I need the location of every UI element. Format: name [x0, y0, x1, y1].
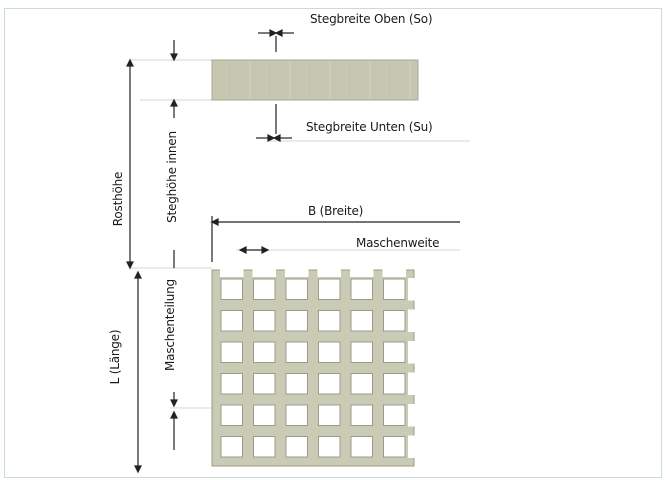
grating-top-notch	[317, 269, 341, 277]
grating-mesh-opening	[285, 310, 308, 332]
guide-lines	[130, 59, 470, 409]
grating-mesh-opening	[285, 436, 308, 458]
grating-mesh-opening	[383, 310, 406, 332]
label-breite: B (Breite)	[308, 204, 364, 218]
grating-mesh-opening	[285, 404, 308, 426]
grating-mesh-opening	[253, 278, 276, 300]
grating-top-notch	[285, 269, 309, 277]
grating-mesh-opening	[350, 341, 373, 363]
grating-side-notch	[408, 278, 416, 301]
grating-side-notch	[408, 435, 416, 458]
grating-mesh-opening	[383, 373, 406, 395]
grating-top-notch	[252, 269, 276, 277]
grating-body	[211, 269, 415, 467]
grating-mesh-opening	[318, 341, 341, 363]
label-stegbreite-unten: Stegbreite Unten (Su)	[306, 120, 433, 134]
grating-mesh-opening	[350, 404, 373, 426]
grating-mesh-opening	[253, 341, 276, 363]
label-stegbreite-oben: Stegbreite Oben (So)	[310, 12, 433, 26]
grating-side-notch	[408, 372, 416, 395]
grating-mesh-opening	[285, 373, 308, 395]
grating-top-notch	[350, 269, 374, 277]
cross-section-bar	[211, 59, 419, 101]
grating-mesh-opening	[220, 341, 243, 363]
grating-side-notch	[408, 341, 416, 364]
grating-mesh-opening	[253, 310, 276, 332]
grating-mesh-opening	[220, 278, 243, 300]
dimension-lines	[126, 29, 460, 474]
grating-mesh	[211, 269, 416, 467]
grating-mesh-opening	[318, 373, 341, 395]
label-maschenteilung: Maschenteilung	[163, 279, 177, 371]
grating-mesh-opening	[318, 404, 341, 426]
grating-mesh-opening	[318, 278, 341, 300]
label-maschenweite: Maschenweite	[356, 236, 440, 250]
grating-mesh-opening	[383, 278, 406, 300]
grating-mesh-opening	[220, 404, 243, 426]
grating-side-notch	[408, 309, 416, 332]
grating-mesh-opening	[285, 278, 308, 300]
grating-mesh-opening	[350, 373, 373, 395]
grating-mesh-opening	[383, 341, 406, 363]
grating-top-notch	[382, 269, 406, 277]
grating-mesh-opening	[318, 436, 341, 458]
grating-mesh-opening	[253, 436, 276, 458]
grating-mesh-opening	[253, 404, 276, 426]
grating-mesh-opening	[350, 436, 373, 458]
grating-mesh-opening	[220, 310, 243, 332]
grating-side-notch	[408, 404, 416, 427]
grating-top-notch	[220, 269, 244, 277]
grating-mesh-opening	[383, 404, 406, 426]
grating-mesh-opening	[350, 310, 373, 332]
grating-mesh-opening	[318, 310, 341, 332]
grating-mesh-opening	[285, 341, 308, 363]
grating-mesh-opening	[220, 436, 243, 458]
grating-mesh-opening	[350, 278, 373, 300]
grating-mesh-opening	[220, 373, 243, 395]
label-laenge: L (Länge)	[108, 329, 122, 385]
label-steghoehe-innen: Steghöhe innen	[165, 131, 179, 223]
grating-mesh-opening	[253, 373, 276, 395]
label-rosthoehe: Rosthöhe	[111, 171, 125, 227]
grating-mesh-opening	[383, 436, 406, 458]
